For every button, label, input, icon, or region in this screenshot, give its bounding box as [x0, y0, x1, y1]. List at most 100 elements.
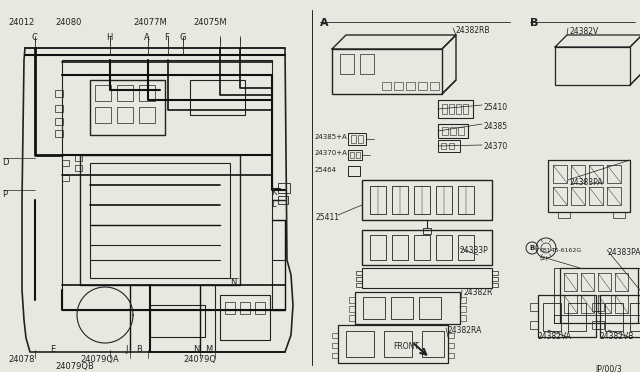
Bar	[117, 85, 133, 101]
Bar	[558, 212, 570, 218]
Bar	[581, 295, 594, 313]
Text: A: A	[144, 33, 150, 42]
Bar	[589, 187, 603, 205]
Bar	[430, 82, 439, 90]
Text: FRONT: FRONT	[393, 342, 419, 351]
Text: B: B	[529, 245, 534, 251]
Bar	[90, 163, 230, 278]
Bar	[605, 303, 623, 331]
Bar	[90, 80, 165, 135]
Text: 24370+A: 24370+A	[315, 150, 348, 156]
Bar	[560, 268, 638, 323]
Bar	[538, 295, 596, 337]
Bar	[460, 315, 466, 321]
Bar	[356, 152, 360, 158]
Bar	[362, 230, 492, 265]
Bar	[362, 180, 492, 220]
Text: 24079Q: 24079Q	[183, 355, 216, 364]
Bar	[530, 303, 538, 311]
Bar	[615, 273, 628, 291]
Bar	[422, 331, 444, 357]
Bar	[55, 118, 63, 125]
Bar	[460, 297, 466, 303]
Text: F: F	[164, 33, 169, 42]
Bar	[458, 235, 474, 260]
Bar	[349, 315, 355, 321]
Bar	[370, 235, 386, 260]
Bar	[394, 82, 403, 90]
Text: 25411: 25411	[315, 213, 339, 222]
Text: 24382VA: 24382VA	[538, 332, 572, 341]
Bar	[600, 295, 640, 337]
Bar	[392, 186, 408, 214]
Bar	[392, 235, 408, 260]
Bar	[456, 104, 461, 114]
Bar	[564, 273, 577, 291]
Bar	[225, 302, 235, 314]
Text: 24382VB: 24382VB	[600, 332, 634, 341]
Bar	[596, 303, 604, 311]
Bar	[370, 186, 386, 214]
Bar	[442, 127, 448, 135]
Text: 24382RA: 24382RA	[448, 326, 483, 335]
Bar	[346, 331, 374, 357]
Bar	[150, 305, 205, 337]
Text: 24077M: 24077M	[133, 18, 167, 27]
Text: 24382RB: 24382RB	[455, 26, 490, 35]
Bar	[638, 268, 640, 323]
Bar	[356, 277, 362, 281]
Bar	[117, 107, 133, 123]
Text: 24385: 24385	[484, 122, 508, 131]
Text: N: N	[230, 278, 236, 287]
Bar	[139, 85, 155, 101]
Bar	[442, 104, 447, 114]
Text: 24383PA: 24383PA	[608, 248, 640, 257]
Text: 24075M: 24075M	[193, 18, 227, 27]
Bar	[62, 60, 272, 310]
Text: A: A	[320, 18, 328, 28]
Bar	[423, 228, 431, 234]
Bar	[530, 321, 538, 329]
Text: 24385+A: 24385+A	[315, 134, 348, 140]
Text: G: G	[179, 33, 186, 42]
Text: B: B	[136, 345, 142, 354]
Bar	[448, 343, 454, 348]
Text: 24370: 24370	[484, 142, 508, 151]
Bar	[55, 130, 63, 137]
Bar	[356, 271, 362, 275]
Text: 24078: 24078	[8, 355, 35, 364]
Bar	[338, 325, 448, 363]
Text: 24382R: 24382R	[464, 288, 493, 297]
Bar	[448, 353, 454, 358]
Text: 24079QA: 24079QA	[80, 355, 119, 364]
Bar	[55, 90, 63, 97]
Bar	[449, 104, 454, 114]
Bar	[348, 150, 362, 160]
Bar	[463, 104, 468, 114]
Bar	[438, 100, 473, 118]
Bar	[332, 343, 338, 348]
Text: 24383PA: 24383PA	[570, 178, 604, 187]
Text: 24383P: 24383P	[460, 246, 489, 255]
Bar	[555, 47, 630, 85]
Bar	[55, 105, 63, 112]
Bar	[449, 143, 454, 149]
Bar	[441, 143, 446, 149]
Bar	[596, 321, 604, 329]
Bar	[414, 235, 430, 260]
Bar	[571, 165, 585, 183]
Bar	[581, 273, 594, 291]
Bar	[190, 80, 245, 115]
Bar	[613, 212, 625, 218]
Text: 24079QB: 24079QB	[55, 362, 94, 371]
Bar	[384, 331, 412, 357]
Bar	[458, 127, 464, 135]
Bar	[460, 306, 466, 312]
Bar	[598, 273, 611, 291]
Text: N: N	[193, 345, 200, 354]
Bar	[382, 82, 391, 90]
Bar	[418, 82, 427, 90]
Text: 24012: 24012	[8, 18, 35, 27]
Text: E: E	[50, 345, 55, 354]
Bar	[607, 165, 621, 183]
